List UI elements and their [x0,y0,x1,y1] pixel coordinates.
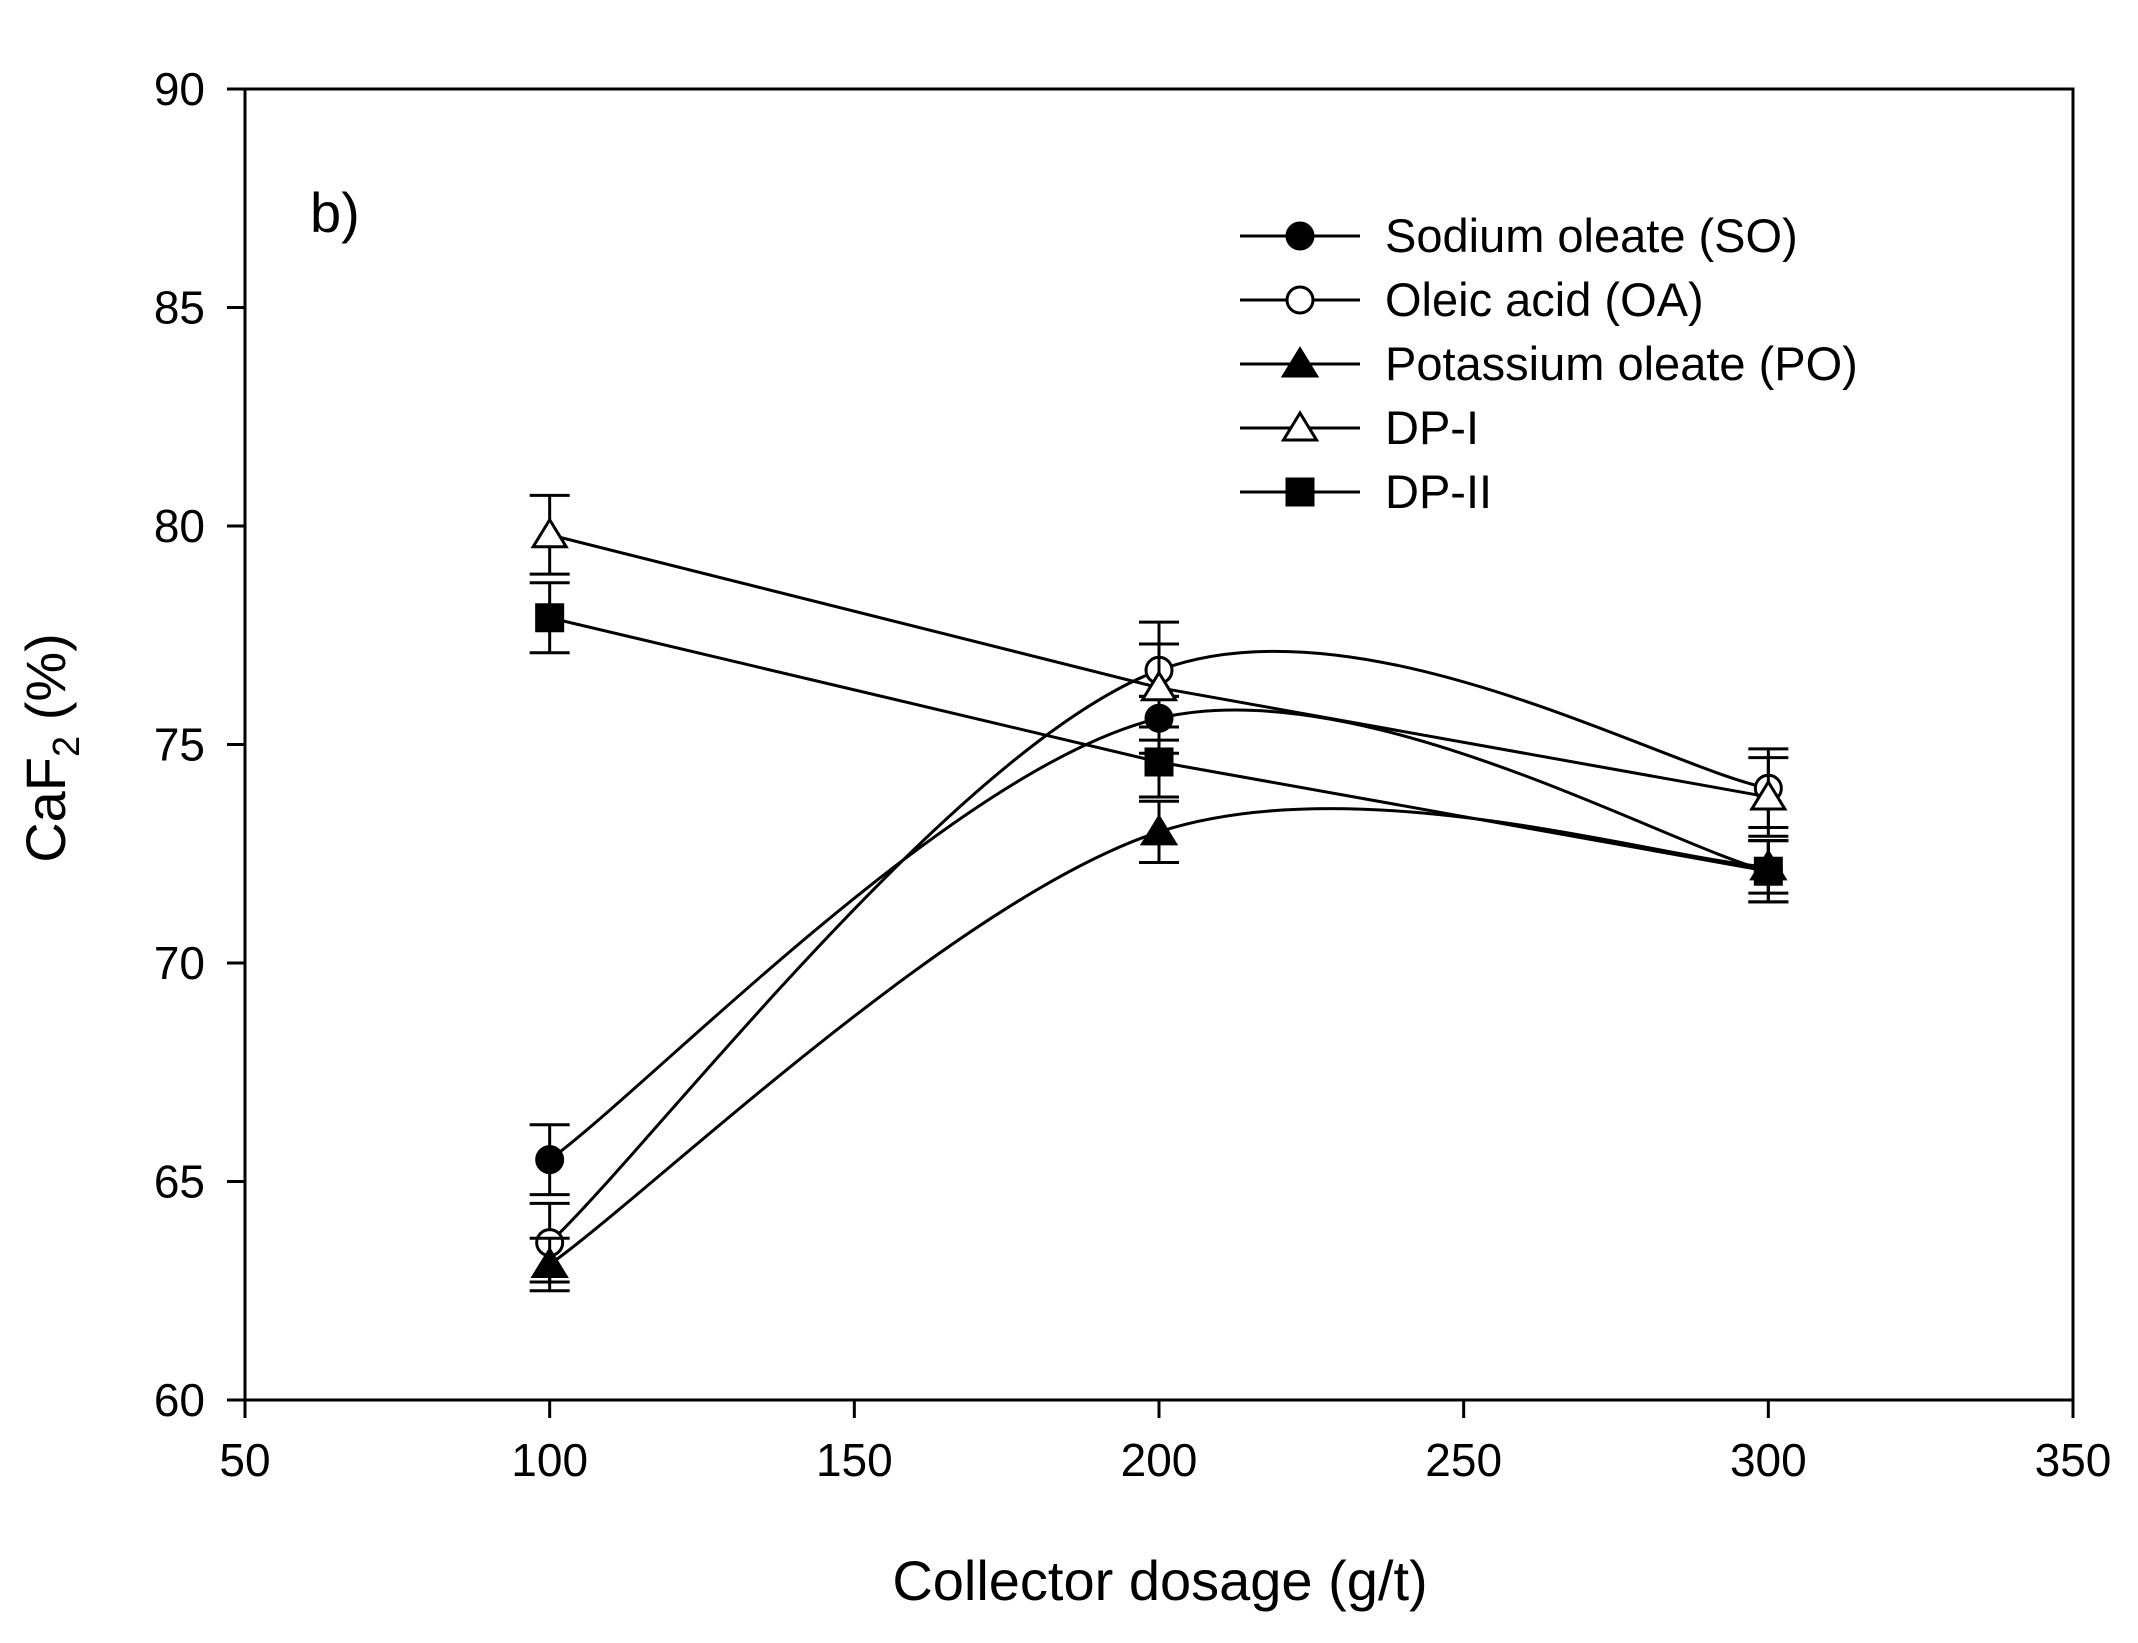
legend-item: DP-II [1240,465,1492,518]
legend-marker [1280,410,1320,442]
y-tick-label: 70 [154,937,205,989]
y-tick-label: 85 [154,282,205,334]
legend-marker [1285,221,1315,251]
legend-label: DP-I [1385,401,1479,454]
legend-marker [1285,285,1315,315]
y-axis-title-suffix: (%) [14,633,77,736]
data-point [535,603,565,633]
series-line [548,649,1769,1244]
series-line [548,807,1769,1266]
x-tick-label: 150 [816,1434,893,1486]
y-axis-title-main: CaF [14,757,77,863]
x-tick-label: 50 [219,1434,270,1486]
panel-label: b) [310,181,360,244]
x-axis-title: Collector dosage (g/t) [892,1549,1427,1612]
legend-item: DP-I [1240,401,1479,454]
series-3 [529,493,1789,838]
x-tick-label: 300 [1730,1434,1807,1486]
series-2 [529,799,1789,1293]
x-tick-label: 350 [2035,1434,2112,1486]
legend-marker [1285,477,1315,507]
data-point [530,516,569,549]
y-tick-label: 90 [154,63,205,115]
y-axis-title: CaF2 (%) [14,633,88,863]
x-tick-label: 100 [511,1434,588,1486]
x-tick-label: 200 [1121,1434,1198,1486]
legend-label: Oleic acid (OA) [1385,273,1704,326]
legend-label: Sodium oleate (SO) [1385,209,1798,262]
y-axis: 60 65 70 75 80 85 90 [154,63,245,1426]
series-4 [529,581,1789,904]
y-axis-title-subscript: 2 [46,736,88,757]
data-point [1749,779,1788,811]
legend: Sodium oleate (SO) Oleic acid (OA) Potassi… [1240,209,1858,518]
legend-marker [1280,346,1320,378]
legend-item: Oleic acid (OA) [1240,273,1704,326]
legend-item: Sodium oleate (SO) [1240,209,1798,262]
series-layer [529,493,1789,1293]
y-tick-label: 75 [154,719,205,771]
data-point [1144,747,1174,777]
y-tick-label: 65 [154,1156,205,1208]
data-point [1139,669,1179,702]
legend-label: DP-II [1385,465,1492,518]
data-point [1139,814,1179,846]
x-tick-label: 250 [1425,1434,1502,1486]
y-tick-label: 80 [154,500,205,552]
legend-item: Potassium oleate (PO) [1240,337,1858,390]
data-point [530,1246,569,1279]
data-point [1753,856,1783,886]
y-tick-label: 60 [154,1374,205,1426]
data-point [535,1145,565,1175]
legend-label: Potassium oleate (PO) [1385,337,1858,390]
x-axis: 50 100 150 200 250 300 350 [219,1400,2111,1486]
